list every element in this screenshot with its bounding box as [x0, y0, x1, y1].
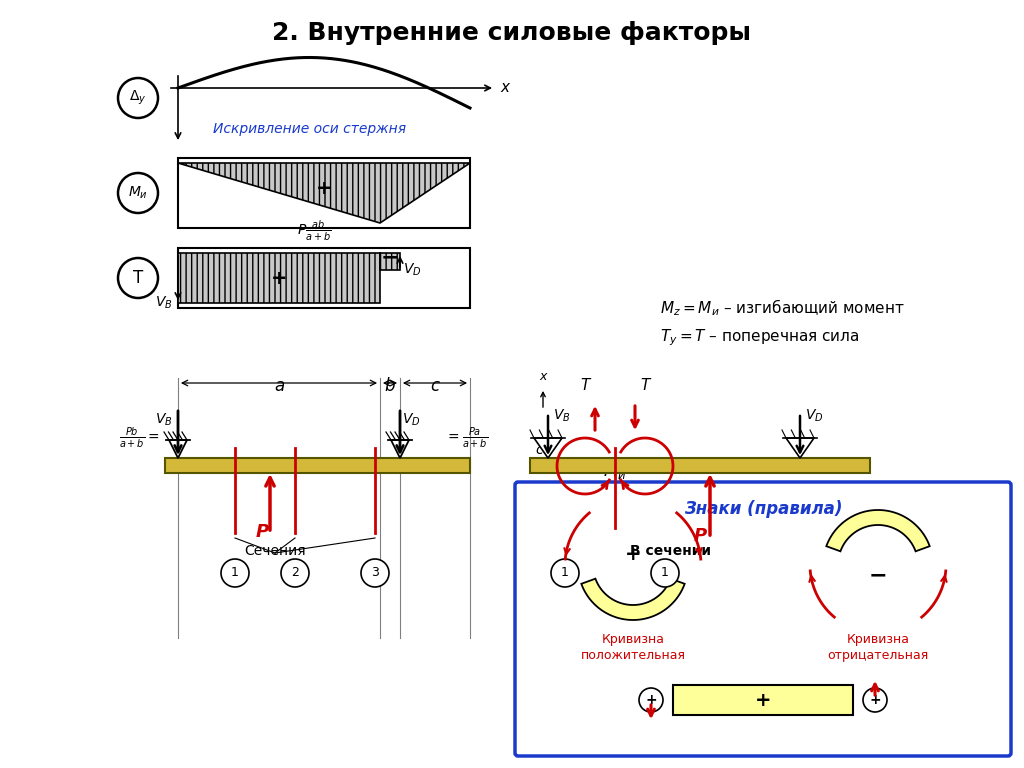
Text: P: P [255, 523, 268, 541]
Bar [178, 248, 470, 308]
Text: $V_D$: $V_D$ [402, 412, 421, 429]
Polygon shape [582, 578, 685, 620]
Text: В сечении: В сечении [630, 544, 711, 558]
Text: −: − [868, 565, 888, 585]
Circle shape [361, 559, 389, 587]
Text: 2. Внутренние силовые факторы: 2. Внутренние силовые факторы [272, 21, 752, 45]
Text: Кривизна
отрицательная: Кривизна отрицательная [827, 633, 929, 662]
Text: Искривление оси стержня: Искривление оси стержня [213, 122, 407, 136]
Text: T: T [640, 378, 649, 393]
Circle shape [551, 559, 579, 587]
Text: Кривизна
положительная: Кривизна положительная [581, 633, 685, 662]
Polygon shape [826, 510, 930, 551]
Text: +: + [645, 693, 656, 707]
Text: $\frac{Pb}{a+b}=$: $\frac{Pb}{a+b}=$ [120, 425, 160, 450]
FancyBboxPatch shape [515, 482, 1011, 756]
Polygon shape [169, 440, 187, 458]
Text: 1: 1 [662, 567, 669, 580]
Polygon shape [534, 438, 562, 458]
Text: +: + [315, 178, 332, 197]
Text: 1: 1 [231, 567, 239, 580]
Text: x: x [500, 81, 509, 95]
Text: T: T [133, 269, 143, 287]
Text: $\Delta_y$: $\Delta_y$ [129, 89, 146, 108]
Text: 3: 3 [371, 567, 379, 580]
Circle shape [118, 78, 158, 118]
Text: +: + [755, 690, 771, 710]
Text: $V_D$: $V_D$ [805, 408, 823, 424]
Text: $V_D$: $V_D$ [403, 262, 422, 278]
Text: x: x [540, 370, 547, 383]
Text: c: c [535, 443, 543, 457]
Text: $P\frac{ab}{a+b}$: $P\frac{ab}{a+b}$ [297, 219, 331, 243]
Text: $M_и$: $M_и$ [603, 461, 627, 481]
Text: P: P [693, 527, 707, 545]
Bar [530, 458, 870, 473]
Text: 2: 2 [291, 567, 299, 580]
Text: $V_B$: $V_B$ [156, 412, 173, 429]
Circle shape [863, 688, 887, 712]
Circle shape [118, 173, 158, 213]
Text: b: b [385, 377, 395, 395]
Text: −: − [381, 247, 399, 267]
Circle shape [639, 688, 663, 712]
Polygon shape [391, 440, 409, 458]
Circle shape [221, 559, 249, 587]
Polygon shape [178, 163, 470, 223]
Text: +: + [625, 545, 641, 564]
Polygon shape [178, 253, 380, 303]
Bar [673, 685, 853, 715]
Polygon shape [380, 253, 400, 270]
Text: Знаки (правила): Знаки (правила) [684, 500, 843, 518]
Text: +: + [270, 269, 288, 287]
Text: Сечения: Сечения [244, 544, 306, 558]
Text: +: + [869, 693, 881, 707]
Text: c: c [430, 377, 439, 395]
Text: $T_y = T$ – поперечная сила: $T_y = T$ – поперечная сила [660, 328, 859, 349]
Text: a: a [273, 377, 284, 395]
Bar [178, 158, 470, 228]
Text: $V_B$: $V_B$ [156, 295, 173, 311]
Text: $M_z = M_и$ – изгибающий момент: $M_z = M_и$ – изгибающий момент [660, 298, 904, 319]
Text: $=\frac{Pa}{a+b}$: $=\frac{Pa}{a+b}$ [445, 425, 488, 451]
Text: $M_и$: $M_и$ [128, 185, 148, 201]
Text: T: T [581, 378, 590, 393]
Polygon shape [786, 438, 814, 458]
Text: $V_B$: $V_B$ [553, 408, 570, 424]
Circle shape [651, 559, 679, 587]
Bar [165, 458, 470, 473]
Circle shape [281, 559, 309, 587]
Circle shape [118, 258, 158, 298]
Text: 1: 1 [561, 567, 569, 580]
